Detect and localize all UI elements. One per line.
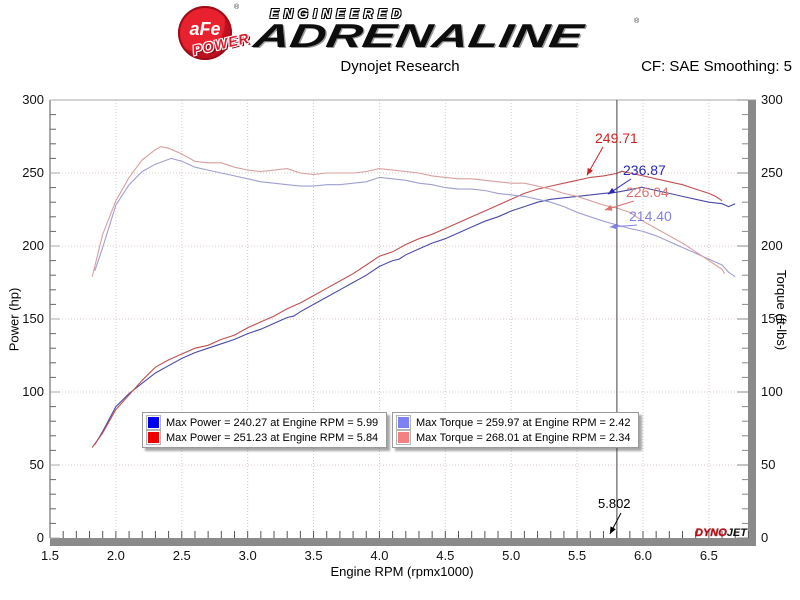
curve-power_red bbox=[91, 170, 723, 448]
curve-power_blue bbox=[94, 186, 736, 445]
y-tick-label-right: 200 bbox=[761, 238, 783, 253]
max-torque-legend[interactable]: Max Torque = 259.97 at Engine RPM = 2.42… bbox=[392, 412, 640, 448]
max-torque-legend-label: Max Torque = 259.97 at Engine RPM = 2.42 bbox=[416, 416, 631, 429]
max-torque-legend-entry: Max Torque = 268.01 at Engine RPM = 2.34 bbox=[396, 430, 630, 445]
callout-torque_red: 226.04 bbox=[626, 184, 669, 200]
x-tick-label: 4.0 bbox=[370, 548, 389, 563]
x-tick-label: 4.5 bbox=[436, 548, 455, 563]
y-tick-label-left: 200 bbox=[22, 238, 44, 253]
dynojet-logo: DYNOJET bbox=[695, 527, 747, 539]
y-axis-left-title: Power (hp) bbox=[6, 287, 22, 352]
y-tick-label-left: 150 bbox=[22, 311, 44, 326]
x-tick-label: 5.5 bbox=[568, 548, 587, 563]
engineered-text: ENGINEERED bbox=[270, 6, 406, 21]
y-axis-right-title: Torque (ft-lbs) bbox=[774, 270, 789, 351]
max-power-legend-label: Max Power = 251.23 at Engine RPM = 5.84 bbox=[166, 431, 379, 444]
max-torque-legend-label: Max Torque = 268.01 at Engine RPM = 2.34 bbox=[416, 431, 631, 444]
y-tick-label-left: 100 bbox=[22, 384, 44, 399]
chart-title: Dynojet Research bbox=[340, 58, 460, 75]
afe-adrenaline-logo: aFe ® POWER ENGINEERED ADRENALINE ® bbox=[170, 2, 650, 60]
curve-torque_red bbox=[91, 146, 726, 277]
x-tick-label: 2.5 bbox=[172, 548, 191, 563]
cursor-rpm-label: 5.802 bbox=[598, 496, 631, 511]
x-tick-label: 3.5 bbox=[304, 548, 323, 563]
y-tick-label-right: 100 bbox=[761, 384, 783, 399]
x-tick-label: 6.5 bbox=[699, 548, 718, 563]
max-power-legend[interactable]: Max Power = 240.27 at Engine RPM = 5.99 M… bbox=[142, 412, 388, 448]
curve-torque_blue bbox=[94, 157, 736, 278]
callout-power_red: 249.71 bbox=[595, 130, 638, 146]
max-torque-legend-entry: Max Torque = 259.97 at Engine RPM = 2.42 bbox=[396, 415, 630, 430]
y-tick-label-left: 0 bbox=[36, 530, 44, 545]
registered-mark: ® bbox=[634, 18, 640, 25]
afe-logo-text: aFe bbox=[189, 19, 221, 39]
max-power-legend-entry: Max Power = 240.27 at Engine RPM = 5.99 bbox=[146, 415, 378, 430]
x-tick-label: 1.5 bbox=[40, 548, 60, 563]
max-power-legend-label: Max Power = 240.27 at Engine RPM = 5.99 bbox=[166, 416, 379, 429]
smoothing-setting-label: CF: SAE Smoothing: 5 bbox=[641, 58, 792, 75]
callout-power_blue: 236.87 bbox=[623, 162, 666, 178]
y-tick-label-right: 250 bbox=[761, 165, 783, 180]
dynojet-logo-jet: JET bbox=[726, 527, 747, 539]
x-tick-label: 3.0 bbox=[238, 548, 257, 563]
x-tick-label: 6.0 bbox=[633, 548, 653, 563]
y-tick-label-right: 300 bbox=[761, 92, 783, 107]
callout-torque_blue: 214.40 bbox=[629, 208, 672, 224]
y-tick-label-left: 50 bbox=[29, 457, 44, 472]
legend-swatch-icon bbox=[396, 415, 411, 430]
legend-swatch-icon bbox=[396, 430, 411, 445]
legend-swatch-icon bbox=[146, 430, 161, 445]
x-tick-label: 2.0 bbox=[106, 548, 125, 563]
y-tick-label-right: 50 bbox=[761, 457, 776, 472]
afe-power-logo-icon: aFe bbox=[178, 6, 232, 60]
max-power-legend-entry: Max Power = 251.23 at Engine RPM = 5.84 bbox=[146, 430, 378, 445]
y-tick-label-right: 150 bbox=[761, 311, 783, 326]
y-tick-label-left: 250 bbox=[22, 165, 44, 180]
x-tick-label: 5.0 bbox=[502, 548, 521, 563]
y-tick-label-left: 300 bbox=[22, 92, 44, 107]
x-axis-title: Engine RPM (rpmx1000) bbox=[330, 564, 474, 579]
registered-mark: ® bbox=[234, 4, 240, 11]
dynojet-logo-dyno: DYNO bbox=[695, 527, 727, 539]
y-tick-label-right: 0 bbox=[761, 530, 769, 545]
legend-swatch-icon bbox=[146, 415, 161, 430]
